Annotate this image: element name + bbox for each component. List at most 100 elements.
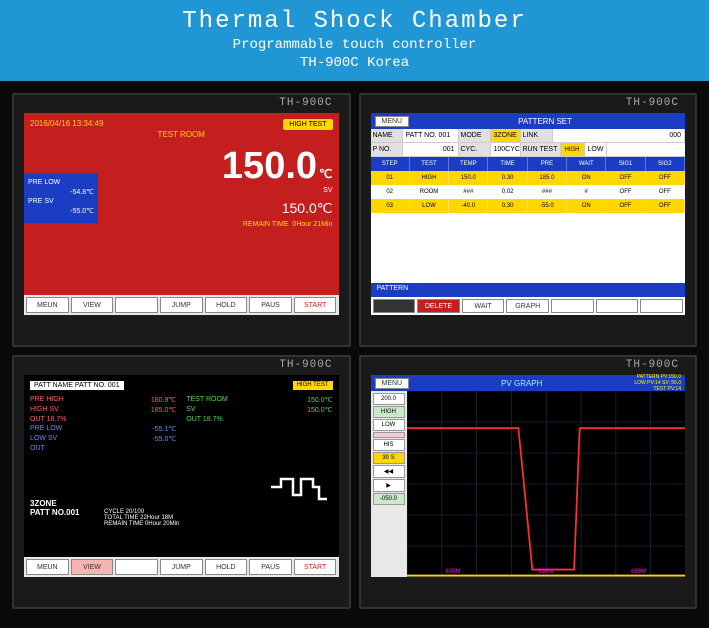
th-sig1: SIG1 <box>606 157 645 171</box>
pattname-label: PATT NAME <box>34 382 73 389</box>
status-line <box>186 435 332 443</box>
link-value[interactable]: 000 <box>553 129 686 142</box>
th-temp: TEMP <box>449 157 488 171</box>
presv-label: PRE SV <box>28 198 54 205</box>
page-title: Thermal Shock Chamber <box>0 8 709 35</box>
th-test: TEST <box>410 157 449 171</box>
pv-unit: ℃ <box>319 167 332 181</box>
side-30 s[interactable]: 30 S <box>373 452 405 464</box>
prelow-value: -54.8℃ <box>28 188 94 196</box>
side--050.0[interactable]: -050.0 <box>373 493 405 505</box>
blank-button <box>551 299 594 313</box>
view-button[interactable]: VIEW <box>71 559 114 575</box>
mode-label: MODE <box>459 129 491 142</box>
th-sig2: SIG2 <box>646 157 685 171</box>
side-▶[interactable]: ▶ <box>373 479 405 492</box>
signal-info: PATTERN PV:150.0LOW PV:14 SV: 55.0TEST P… <box>634 374 681 392</box>
side-200.0[interactable]: 200.0 <box>373 393 405 405</box>
status-line: OUT <box>30 445 176 452</box>
th-wait: WAIT <box>567 157 606 171</box>
start-button[interactable]: START <box>294 297 337 313</box>
zone-label: 3ZONE <box>30 499 80 508</box>
name-value[interactable]: PATT NO. 001 <box>403 129 459 142</box>
jump-button[interactable]: JUMP <box>160 559 203 575</box>
high-button[interactable]: HIGH <box>561 143 585 156</box>
table-footer: PATTERN <box>371 283 686 297</box>
th-time: TIME <box>488 157 527 171</box>
remain-time: REMAIN TIME 0Hour 20Min <box>104 521 179 527</box>
blank-button <box>373 299 416 313</box>
remain-label: REMAIN TIME <box>243 221 289 228</box>
th-pre: PRE <box>528 157 567 171</box>
cyc-label: CYC. <box>459 143 491 156</box>
graph-button[interactable]: GRAPH <box>506 299 549 313</box>
side-◀◀[interactable]: ◀◀ <box>373 465 405 478</box>
x-axis: 600M630M680M <box>407 569 686 575</box>
status-line: SV 150.0℃ <box>186 406 332 414</box>
patt-label: PATT NO.001 <box>30 508 80 517</box>
spacer-button <box>115 559 158 575</box>
name-label: NAME <box>371 129 403 142</box>
pv-chart: 600M630M680M <box>407 391 686 577</box>
table-row[interactable]: 02ROOM###0.02####OFFOFF <box>371 185 686 199</box>
runtest-label: RUN TEST <box>521 143 561 156</box>
remain-value: 0Hour 21Min <box>292 221 332 228</box>
table-row[interactable]: 01HIGH150.00.30185.0ONOFFOFF <box>371 171 686 185</box>
hold-button[interactable]: HOLD <box>205 559 248 575</box>
pattname-value: PATT NO. 001 <box>75 382 120 389</box>
status-line: LOW SV -55.0℃ <box>30 435 176 443</box>
start-button[interactable]: START <box>294 559 337 575</box>
view-button[interactable]: VIEW <box>71 297 114 313</box>
status-line: TEST ROOM 150.0℃ <box>186 396 332 404</box>
side-his[interactable]: HIS <box>373 439 405 451</box>
status-grid: PRE HIGH 180.9℃ TEST ROOM 150.0℃ HIGH SV 1… <box>30 396 333 452</box>
menu-button[interactable]: MENU <box>375 116 410 127</box>
hold-button[interactable]: HOLD <box>205 297 248 313</box>
main-readout: HIGH TEST 2016/04/16 13:34:49 TEST ROOM … <box>24 113 339 295</box>
mode-value[interactable]: 3ZONE <box>491 129 521 142</box>
blank-button <box>596 299 639 313</box>
pno-value[interactable]: 001 <box>403 143 459 156</box>
button-bar-1: MEUNVIEW JUMPHOLDPAUSSTART <box>24 295 339 315</box>
link-label: LINK <box>521 129 553 142</box>
brand-label: TH-900C <box>626 359 679 371</box>
side-high[interactable]: HIGH <box>373 406 405 418</box>
table-header: STEPTESTTEMPTIMEPREWAITSIG1SIG2 <box>371 157 686 171</box>
status-line: HIGH SV 185.0℃ <box>30 406 176 414</box>
button-bar-3: MEUNVIEW JUMPHOLDPAUSSTART <box>24 557 339 577</box>
low-button[interactable]: LOW <box>585 143 608 156</box>
paus-button[interactable]: PAUS <box>249 297 292 313</box>
delete-button[interactable]: DELETE <box>417 299 460 313</box>
status-line <box>186 425 332 433</box>
panel-pattern-set: TH-900C MENU PATTERN SET NAME PATT NO. 0… <box>359 93 698 347</box>
brand-label: TH-900C <box>279 97 332 109</box>
screen-title: PATTERN SET <box>409 117 681 126</box>
spacer-button <box>115 297 158 313</box>
status-line: PRE HIGH 180.9℃ <box>30 396 176 404</box>
table-row[interactable]: 03LOW-40.00.30-55.0ONOFFOFF <box>371 199 686 213</box>
panel-graph: TH-900C MENU PV GRAPH PATTERN PV:150.0LO… <box>359 355 698 609</box>
side-btn[interactable] <box>373 432 405 438</box>
meun-button[interactable]: MEUN <box>26 559 69 575</box>
status-line: OUT 18.7% <box>186 416 332 423</box>
subtitle-2: TH-900C Korea <box>0 55 709 71</box>
status-line: PRE LOW -55.1℃ <box>30 425 176 433</box>
pre-low-box: PRE LOW -54.8℃ PRE SV -55.0℃ <box>24 173 98 223</box>
panel-view: TH-900C PATT NAME PATT NO. 001 HIGH TEST… <box>12 355 351 609</box>
th-step: STEP <box>371 157 410 171</box>
paus-button[interactable]: PAUS <box>249 559 292 575</box>
meun-button[interactable]: MEUN <box>26 297 69 313</box>
wait-button[interactable]: WAIT <box>462 299 505 313</box>
side-low[interactable]: LOW <box>373 419 405 431</box>
graph-sidebar: 200.0HIGHLOW HIS30 S◀◀▶-050.0 <box>371 391 407 577</box>
jump-button[interactable]: JUMP <box>160 297 203 313</box>
brand-label: TH-900C <box>279 359 332 371</box>
blank-button <box>640 299 683 313</box>
panel-main-display: TH-900C HIGH TEST 2016/04/16 13:34:49 TE… <box>12 93 351 347</box>
menu-button[interactable]: MENU <box>375 378 410 389</box>
cyc-value[interactable]: 100CYC <box>491 143 521 156</box>
pv-value: 150.0 <box>222 145 317 187</box>
pattern-table: 01HIGH150.00.30185.0ONOFFOFF02ROOM###0.0… <box>371 171 686 283</box>
brand-label: TH-900C <box>626 97 679 109</box>
prelow-label: PRE LOW <box>28 179 60 186</box>
